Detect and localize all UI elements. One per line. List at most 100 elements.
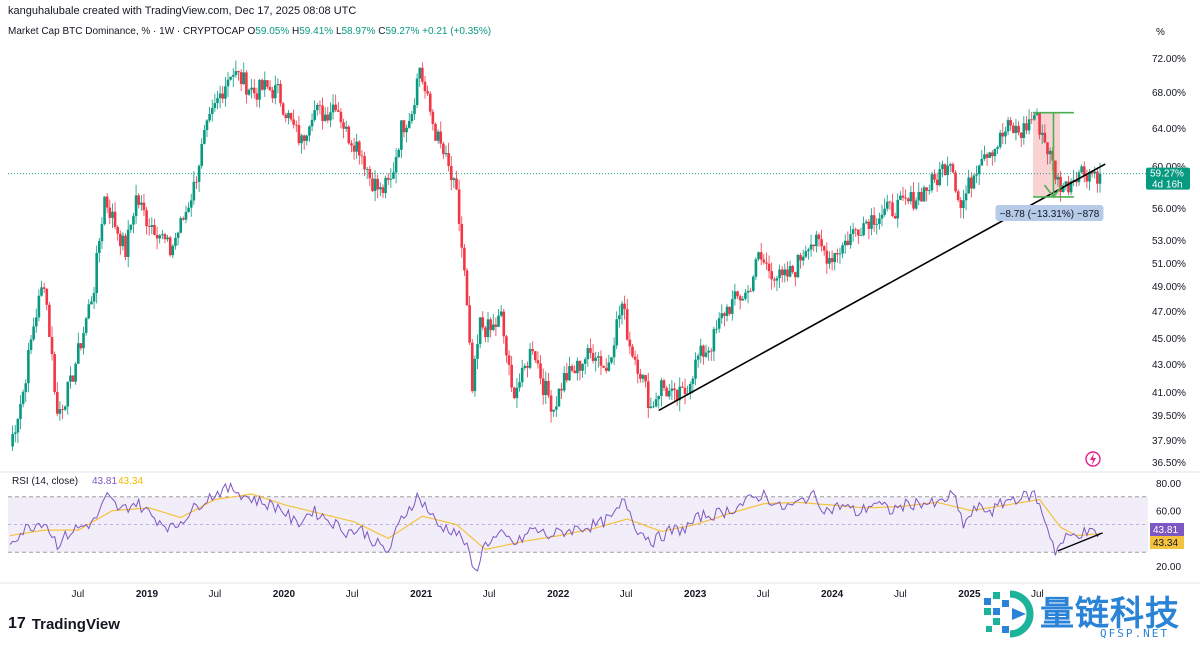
candle-body [688, 383, 692, 394]
candle [428, 90, 432, 116]
candle-body [938, 169, 942, 186]
candle-body [19, 403, 22, 419]
candle [696, 353, 700, 368]
candle-body [323, 114, 327, 121]
candle [24, 379, 28, 403]
watermark-url: QFSP.NET [1100, 627, 1169, 640]
candle-body [426, 91, 429, 94]
unit-label: % [1156, 27, 1165, 38]
candle [767, 255, 771, 279]
candle-body [702, 345, 705, 357]
candle [809, 234, 813, 257]
candle-body [849, 234, 852, 245]
candle [179, 216, 183, 234]
candle [316, 102, 319, 116]
candle [794, 271, 797, 287]
candle-body [489, 319, 492, 331]
candle [381, 184, 385, 198]
candle-body [108, 207, 112, 218]
candle-body [983, 154, 986, 159]
candle [1014, 118, 1018, 141]
symbol-title[interactable]: Market Cap BTC Dominance, % · 1W · CRYPT… [8, 26, 245, 37]
rsi-tick-label: 80.00 [1156, 479, 1181, 490]
candle [334, 94, 337, 113]
candle-body [379, 187, 382, 190]
candle-body [633, 356, 637, 360]
tradingview-logo[interactable]: 17 TradingView [8, 615, 120, 633]
candle [765, 252, 768, 270]
price-tick-label: 68.00% [1152, 88, 1186, 99]
candle-body [828, 258, 831, 264]
candle [927, 184, 931, 195]
price-tick-label: 43.00% [1152, 360, 1186, 371]
candle-body [410, 114, 414, 121]
candle [287, 110, 290, 125]
candle-body [809, 244, 813, 250]
candle [707, 346, 710, 361]
candle-body [276, 83, 280, 86]
time-tick-label: Jul [346, 589, 359, 600]
candle [279, 80, 282, 107]
candle [292, 109, 295, 129]
candle [318, 100, 322, 115]
candle-body [610, 357, 613, 363]
candle-body [773, 279, 776, 281]
candle [116, 225, 119, 241]
candle [555, 396, 558, 417]
candle [914, 197, 918, 211]
lightning-icon[interactable] [1085, 451, 1101, 467]
candle-body [11, 434, 14, 447]
candle-body [670, 388, 674, 391]
candle-body [150, 225, 154, 227]
candle-body [400, 120, 403, 150]
price-tick-label: 39.50% [1152, 411, 1186, 422]
candle-body [331, 104, 335, 113]
candle-body [100, 224, 104, 242]
candle [780, 266, 784, 283]
candle [171, 244, 175, 259]
candle-body [815, 234, 818, 247]
candle-body [891, 202, 894, 217]
candle [1001, 122, 1005, 145]
candle [694, 352, 697, 386]
candle [1096, 167, 1099, 193]
candle [725, 304, 729, 322]
candle-body [32, 326, 35, 340]
candle [801, 249, 805, 266]
candle [1082, 161, 1086, 183]
candle-body [470, 342, 474, 392]
candle-body [683, 387, 687, 394]
candle-body [888, 201, 892, 203]
candle-body [528, 349, 532, 368]
drawings: −8.78 (−13.31%) −878 [8, 111, 1148, 412]
candle-body [142, 202, 146, 211]
candle-body [24, 383, 28, 392]
candle-body [326, 114, 330, 121]
time-tick-label: 2023 [684, 589, 707, 600]
candle [452, 177, 456, 188]
candle-body [48, 304, 51, 337]
candle [266, 80, 269, 89]
candle-body [1090, 171, 1094, 174]
candle [759, 243, 763, 266]
candle-body [675, 390, 679, 401]
candle [37, 289, 41, 322]
candle-body [50, 336, 54, 355]
candle-body [1064, 181, 1068, 187]
candle-body [578, 360, 582, 371]
candle-body [1035, 113, 1039, 116]
candle-body [205, 120, 209, 130]
time-tick-label: 2021 [410, 589, 433, 600]
candle-body [436, 131, 440, 141]
candle-body [786, 269, 789, 277]
candle-body [775, 278, 779, 281]
candle-body [943, 164, 947, 176]
candle-body [499, 311, 503, 316]
candle [271, 86, 274, 103]
candle-body [287, 112, 290, 119]
price-tick-label: 64.00% [1152, 124, 1186, 135]
candle-body [350, 143, 353, 146]
candle-body [1017, 125, 1020, 133]
candle [604, 358, 608, 374]
